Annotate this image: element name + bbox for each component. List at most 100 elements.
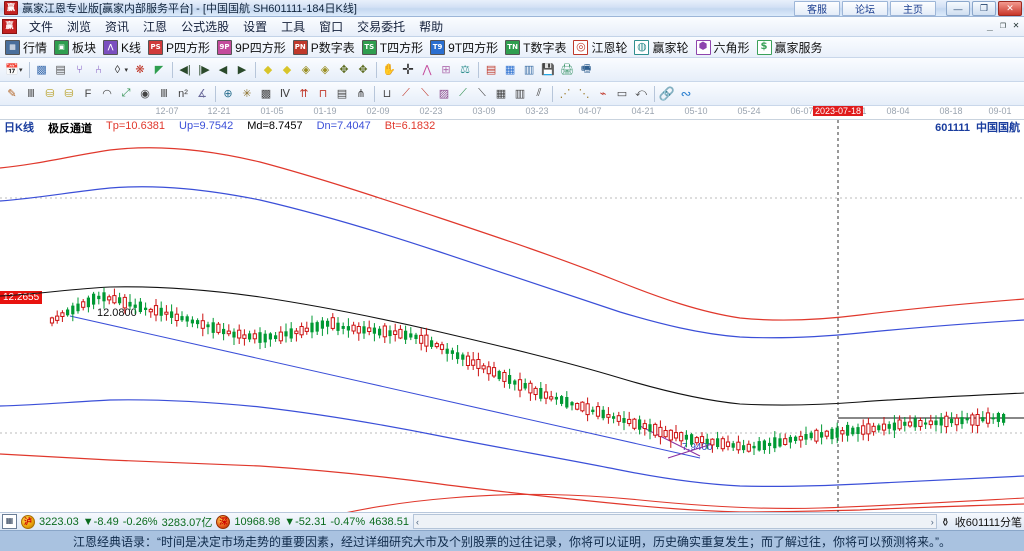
diamond-cross-icon[interactable]: ✥: [339, 64, 349, 76]
menu-browse[interactable]: 浏览: [67, 20, 92, 34]
down-ray-icon[interactable]: ⟍: [478, 87, 486, 99]
mdi-close-button[interactable]: ✕: [1012, 20, 1019, 31]
toolbar-kline[interactable]: ⋀ K线: [101, 39, 146, 56]
fan-icon[interactable]: Ⅲ: [160, 88, 168, 100]
pillar-icon[interactable]: ⊓: [318, 88, 328, 100]
calculator-icon[interactable]: ▥: [523, 64, 535, 76]
network-icon[interactable]: ❋: [135, 64, 145, 76]
diamond-arrows-icon[interactable]: ◈: [301, 64, 311, 76]
f-icon[interactable]: F: [84, 87, 92, 100]
toolbar-sectors[interactable]: ▣ 板块: [52, 39, 101, 56]
last-page-icon[interactable]: |▶: [198, 64, 210, 76]
toolbar-p-number-table[interactable]: PN P数字表: [291, 39, 360, 56]
toolbar-t-number-table[interactable]: TN T数字表: [503, 39, 571, 56]
n-icon[interactable]: Ⅳ: [279, 88, 291, 100]
menu-help[interactable]: 帮助: [419, 20, 444, 34]
box-icon[interactable]: ⊞: [441, 64, 451, 76]
status-scrollbar[interactable]: ‹ ›: [412, 514, 937, 529]
angle-icon[interactable]: ∡: [197, 88, 207, 100]
mdi-restore-button[interactable]: ❐: [999, 20, 1006, 31]
diamond-cross-2-icon[interactable]: ✥: [358, 64, 368, 76]
toolbar-gann-wheel[interactable]: ◎ 江恩轮: [571, 39, 632, 56]
pen-icon[interactable]: ✎: [7, 88, 17, 100]
menu-news[interactable]: 资讯: [105, 20, 130, 34]
print-icon[interactable]: 🖨: [560, 64, 575, 76]
peak-icon[interactable]: ⋀: [422, 64, 432, 76]
menu-settings[interactable]: 设置: [243, 20, 268, 34]
homepage-button[interactable]: 主页: [890, 1, 936, 16]
arrow-red-icon[interactable]: ⇈: [299, 88, 309, 100]
gann-angle-icon[interactable]: ⋱: [578, 88, 590, 100]
hand-icon[interactable]: ✋: [382, 64, 396, 76]
toolbar-hexagon[interactable]: ⬢ 六角形: [694, 39, 755, 56]
plus-icon[interactable]: ✛: [402, 61, 414, 77]
measure-icon[interactable]: ⊔: [382, 88, 392, 100]
channel-icon[interactable]: ▥: [514, 88, 526, 100]
diamond-yellow-2-icon[interactable]: ◆: [282, 64, 292, 76]
toolbar-p-square[interactable]: PS P四方形: [146, 39, 215, 56]
forum-button[interactable]: 论坛: [842, 1, 888, 16]
gann-fan-icon[interactable]: ⋰: [559, 88, 571, 100]
box-select-icon[interactable]: ▨: [438, 88, 450, 100]
diamond-arrows-2-icon[interactable]: ◈: [320, 64, 330, 76]
menu-window[interactable]: 窗口: [319, 20, 344, 34]
toolbar-winner-service[interactable]: $ 赢家服务: [755, 39, 828, 56]
gold-ratio-2-icon[interactable]: ⛁: [64, 88, 74, 100]
toolbar-9t-square[interactable]: T9 9T四方形: [428, 39, 503, 56]
hatch-icon[interactable]: ⋔: [356, 88, 366, 100]
settings-print-icon[interactable]: 🖷: [580, 63, 592, 75]
save-icon[interactable]: 💾: [541, 64, 555, 76]
bar-chart-a-icon[interactable]: ⑂: [76, 63, 83, 76]
menu-tools[interactable]: 工具: [281, 20, 306, 34]
close-button[interactable]: ✕: [998, 1, 1022, 16]
diamond-yellow-icon[interactable]: ◆: [263, 64, 273, 76]
customer-service-button[interactable]: 客服: [794, 1, 840, 16]
cross-circle-icon[interactable]: ⊕: [223, 88, 233, 100]
scroll-left-arrow[interactable]: ‹: [415, 516, 419, 527]
toolbar-t-square[interactable]: TS T四方形: [360, 39, 428, 56]
dropdown-caret-icon[interactable]: ▾: [124, 66, 129, 74]
grid-box-icon[interactable]: ▩: [260, 88, 272, 100]
play-right-icon[interactable]: ▶: [237, 64, 247, 76]
trend-line-icon[interactable]: ⫽: [536, 87, 542, 99]
first-page-icon[interactable]: ◀|: [179, 64, 191, 76]
ladder-icon[interactable]: ▤: [336, 88, 348, 100]
table-icon[interactable]: ▦: [504, 64, 516, 76]
spiral-icon[interactable]: ◠: [102, 88, 112, 100]
menu-trade-order[interactable]: 交易委托: [357, 20, 406, 34]
quote-grid-icon[interactable]: ▦: [2, 514, 17, 529]
fan-lines-icon[interactable]: Ⅲ: [27, 88, 35, 100]
menu-formula-stock-pick[interactable]: 公式选股: [181, 20, 230, 34]
export-excel-icon[interactable]: ▤: [485, 64, 497, 76]
undo-icon[interactable]: ⤺: [635, 87, 647, 99]
scales-icon[interactable]: ⚖: [460, 64, 470, 76]
percent-down-icon[interactable]: ⟍: [421, 87, 429, 99]
up-ray-icon[interactable]: ▦: [495, 88, 507, 100]
chart-canvas[interactable]: 12-07 12-21 01-05 01-19 02-09 02-23 03-0…: [0, 106, 1024, 512]
minimize-button[interactable]: —: [946, 1, 970, 16]
magnet-icon[interactable]: ⌁: [599, 88, 607, 100]
scroll-right-arrow[interactable]: ›: [930, 516, 934, 527]
flag-icon[interactable]: ◤: [154, 64, 164, 76]
crosshair-icon[interactable]: ▩: [36, 64, 47, 76]
calendar-icon[interactable]: 📅: [5, 64, 19, 76]
ray-icon[interactable]: ⟋: [459, 87, 467, 99]
bar-chart-b-icon[interactable]: ⑃: [95, 63, 102, 76]
toolbar-quotes[interactable]: ▦ 行情: [3, 39, 52, 56]
trend-icon[interactable]: ⤢: [121, 87, 131, 99]
circle-icon[interactable]: ◉: [140, 88, 150, 100]
eraser-icon[interactable]: ▭: [616, 88, 628, 100]
toolbar-9p-square[interactable]: 9P 9P四方形: [215, 39, 291, 56]
mdi-minimize-button[interactable]: _: [986, 20, 993, 31]
gold-ratio-icon[interactable]: ⛁: [45, 88, 55, 100]
menu-gann[interactable]: 江恩: [143, 20, 168, 34]
percent-up-icon[interactable]: ⟋: [402, 87, 410, 99]
toolbar-winner-wheel[interactable]: ◍ 赢家轮: [632, 39, 693, 56]
square-n2-icon[interactable]: n²: [178, 87, 188, 100]
candle-icon[interactable]: ◊: [114, 63, 121, 76]
maximize-button[interactable]: ❐: [972, 1, 996, 16]
star-icon[interactable]: ✳: [242, 88, 252, 100]
copy-icon[interactable]: ▤: [55, 64, 66, 76]
dropdown-caret-icon[interactable]: ▾: [19, 66, 23, 74]
chain-icon[interactable]: ∾: [680, 85, 692, 101]
